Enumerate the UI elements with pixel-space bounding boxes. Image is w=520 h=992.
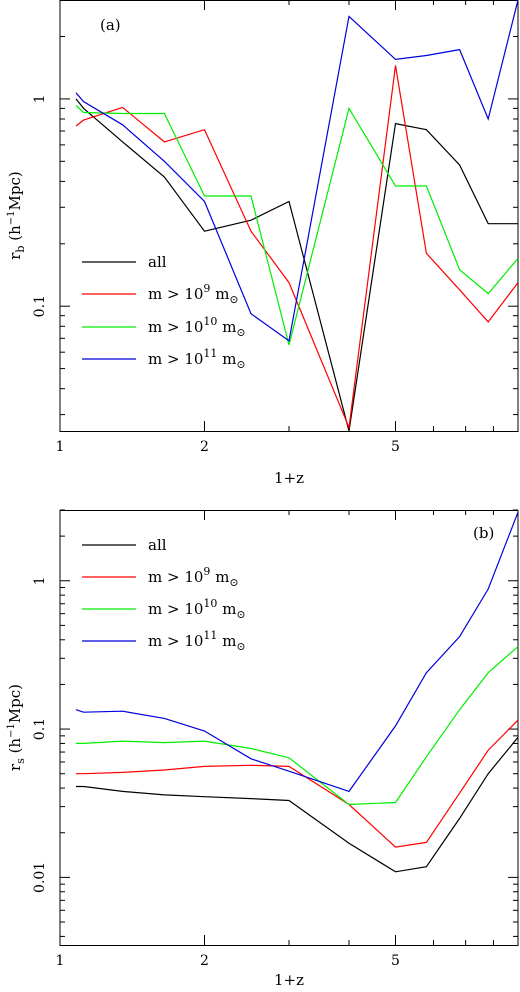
y-axis-label: rb (h−1Mpc) (6, 171, 27, 259)
legend-label: m > 1010 m⊙ (148, 597, 246, 621)
series-line-3 (75, 511, 518, 793)
legend-label: m > 1011 m⊙ (148, 629, 246, 653)
series-line-0 (75, 98, 518, 431)
legend-label: m > 1011 m⊙ (148, 347, 246, 371)
y-tick-label: 1 (32, 576, 48, 585)
legend-label: all (148, 253, 167, 271)
panel-a: 1 2 5 0.1 1 1+z rb (h−1Mpc) (a) all m > 109 m⊙ m >… (6, 0, 519, 487)
legend-label: all (148, 536, 167, 554)
x-axis-label: 1+z (274, 971, 304, 989)
x-tick-label: 5 (391, 439, 400, 455)
series-line-1 (76, 719, 518, 848)
panel-label: (a) (100, 16, 121, 34)
series-line-0 (76, 736, 518, 873)
x-tick-label: 1 (56, 953, 65, 969)
y-tick-label: 0.01 (32, 862, 48, 893)
legend-label: m > 1010 m⊙ (148, 315, 246, 339)
x-tick-label: 1 (56, 439, 65, 455)
panel-b: 1 2 5 0.01 0.1 1 1+z rs (h−1Mpc) (b) all m > 109 m… (6, 509, 519, 989)
plot-frame (59, 0, 519, 432)
series-line-2 (76, 646, 518, 806)
series-line-3 (75, 0, 518, 342)
y-axis-label: rs (h−1Mpc) (6, 684, 27, 771)
y-tick-label: 0.1 (32, 295, 48, 317)
panel-label: (b) (473, 524, 494, 542)
series-line-2 (75, 104, 518, 346)
x-tick-label: 5 (391, 953, 400, 969)
plot-frame (59, 510, 519, 946)
x-tick-label: 2 (200, 953, 209, 969)
y-tick-label: 0.1 (32, 718, 48, 740)
x-tick-label: 2 (200, 439, 209, 455)
legend-label: m > 109 m⊙ (148, 565, 239, 589)
legend-label: m > 109 m⊙ (148, 282, 239, 306)
y-tick-label: 1 (32, 94, 48, 103)
series-line-1 (75, 65, 518, 430)
x-axis-label: 1+z (274, 469, 304, 487)
